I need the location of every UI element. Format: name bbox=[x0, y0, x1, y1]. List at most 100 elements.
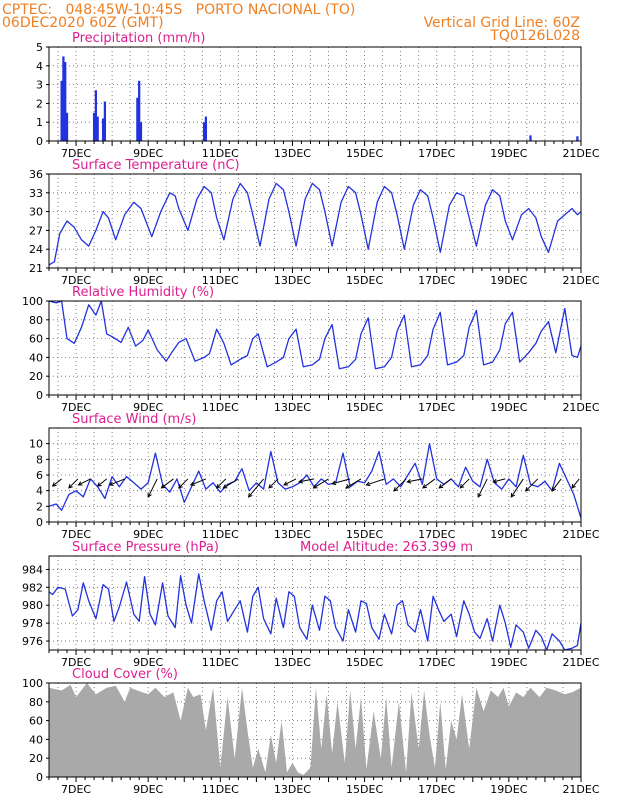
wind-arrow-head bbox=[51, 482, 57, 487]
wind-arrow bbox=[345, 478, 362, 489]
wind-arrow-shaft bbox=[510, 478, 524, 498]
y-tick-label: 30 bbox=[29, 206, 43, 219]
wind-arrow-shaft bbox=[407, 478, 423, 483]
precip-bar bbox=[62, 56, 65, 141]
x-tick-label: 17DEC bbox=[418, 147, 455, 160]
x-tick-label: 11DEC bbox=[202, 528, 239, 541]
x-tick-label: 7DEC bbox=[61, 528, 91, 541]
plot-area bbox=[49, 47, 581, 141]
y-tick-label: 976 bbox=[22, 635, 43, 648]
plot-frame bbox=[48, 427, 582, 523]
x-tick-label: 7DEC bbox=[61, 783, 91, 796]
y-tick-label: 60 bbox=[29, 715, 43, 728]
header-station: CPTEC: 048:45W-10:45S PORTO NACIONAL (TO… bbox=[2, 2, 355, 18]
wind-arrow-head bbox=[331, 480, 337, 486]
wind-arrow-head bbox=[510, 492, 516, 498]
wind-arrow bbox=[178, 478, 189, 489]
humidity-panel: Relative Humidity (%) 0 20 40 60 80 100 7DEC 9DE… bbox=[22, 285, 600, 414]
precip-bar bbox=[103, 101, 107, 141]
x-tick-label: 15DEC bbox=[346, 274, 383, 287]
temperature-title: Surface Temperature (nC) bbox=[72, 158, 240, 173]
wind-arrow bbox=[510, 478, 524, 498]
x-tick-label: 9DEC bbox=[133, 401, 163, 414]
precip-bar bbox=[202, 122, 206, 141]
y-tick-label: 0 bbox=[36, 771, 43, 784]
wind-arrow-head bbox=[247, 492, 253, 498]
plot-area bbox=[49, 556, 581, 650]
y-tick-label: 10 bbox=[29, 438, 43, 451]
cloud-cover-title: Cloud Cover (%) bbox=[72, 667, 178, 682]
plot-area bbox=[49, 174, 581, 268]
x-tick-label: 7DEC bbox=[61, 401, 91, 414]
cloud-cover-panel: Cloud Cover (%) 0 20 40 60 80 100 7DEC 9DEC 11DEC… bbox=[22, 667, 600, 796]
x-tick-label: 19DEC bbox=[490, 656, 527, 669]
wind-arrow bbox=[51, 478, 62, 487]
precip-bar bbox=[204, 116, 208, 141]
x-tick-label: 7DEC bbox=[61, 656, 91, 669]
precip-bar bbox=[136, 97, 139, 141]
wind-arrow-shaft bbox=[438, 478, 452, 489]
temperature-panel: Surface Temperature (nC) 21 24 27 30 33 36 7DEC… bbox=[29, 158, 600, 287]
wind-arrow-shaft bbox=[216, 478, 227, 489]
wind-arrow-shaft bbox=[422, 478, 436, 489]
wind-arrow bbox=[551, 478, 562, 492]
temperature-line bbox=[48, 182, 582, 266]
y-tick-label: 27 bbox=[29, 224, 43, 237]
wind-arrow bbox=[147, 478, 158, 498]
wind-arrow bbox=[422, 478, 436, 489]
wind-arrow-head bbox=[96, 482, 102, 487]
wind-arrow-shaft bbox=[551, 478, 562, 492]
x-tick-label: 7DEC bbox=[61, 147, 91, 160]
wind-arrow-head bbox=[438, 484, 444, 489]
x-tick-label: 13DEC bbox=[274, 656, 311, 669]
wind-arrow bbox=[477, 478, 488, 498]
wind-arrow-head bbox=[268, 483, 274, 489]
y-tick-label: 36 bbox=[29, 168, 43, 181]
wind-arrow bbox=[189, 478, 207, 486]
wind-arrow-head bbox=[178, 483, 183, 489]
wind-arrow-head bbox=[222, 484, 228, 489]
plot-frame bbox=[48, 555, 582, 651]
y-tick-label: 80 bbox=[29, 696, 43, 709]
x-tick-label: 19DEC bbox=[490, 528, 527, 541]
pressure-line bbox=[48, 573, 582, 651]
y-tick-label: 6 bbox=[36, 469, 43, 482]
plot-frame bbox=[48, 682, 582, 778]
precip-bar bbox=[94, 90, 98, 141]
plot-frame bbox=[48, 300, 582, 396]
wind-arrow bbox=[68, 478, 79, 489]
wind-arrow-shaft bbox=[109, 478, 125, 486]
precip-bar bbox=[65, 112, 69, 141]
wind-arrow-shaft bbox=[493, 478, 506, 483]
header-model: TQ0126L028 bbox=[489, 28, 580, 44]
wind-arrow-shaft bbox=[248, 478, 264, 498]
precip-bar bbox=[64, 62, 67, 141]
wind-arrow-shaft bbox=[345, 478, 362, 489]
wind-arrow-shaft bbox=[366, 478, 385, 486]
wind-arrow-shaft bbox=[299, 478, 315, 483]
wind-arrow-head bbox=[393, 486, 399, 492]
wind-arrow-head bbox=[571, 483, 576, 489]
x-tick-label: 15DEC bbox=[346, 783, 383, 796]
wind-arrow bbox=[160, 478, 174, 489]
y-tick-label: 33 bbox=[29, 187, 43, 200]
wind-arrow bbox=[571, 478, 580, 489]
precipitation-panel: Precipitation (mm/h) 0 1 2 3 4 5 7DEC 9DEC 11DEC 1… bbox=[36, 31, 600, 160]
x-tick-label: 13DEC bbox=[274, 528, 311, 541]
x-tick-label: 19DEC bbox=[490, 401, 527, 414]
plot-area bbox=[49, 301, 581, 395]
y-tick-label: 1 bbox=[36, 116, 43, 129]
wind-arrow-head bbox=[524, 486, 530, 492]
x-tick-label: 11DEC bbox=[202, 783, 239, 796]
x-tick-label: 9DEC bbox=[133, 147, 163, 160]
y-tick-label: 20 bbox=[29, 752, 43, 765]
x-tick-label: 13DEC bbox=[274, 147, 311, 160]
y-tick-label: 4 bbox=[36, 485, 43, 498]
precip-bar bbox=[138, 80, 141, 141]
y-tick-label: 40 bbox=[29, 733, 43, 746]
wind-arrow-head bbox=[459, 483, 465, 489]
y-tick-label: 21 bbox=[29, 262, 43, 275]
precip-bar bbox=[529, 135, 532, 141]
y-tick-label: 100 bbox=[22, 677, 43, 690]
y-tick-label: 100 bbox=[22, 295, 43, 308]
